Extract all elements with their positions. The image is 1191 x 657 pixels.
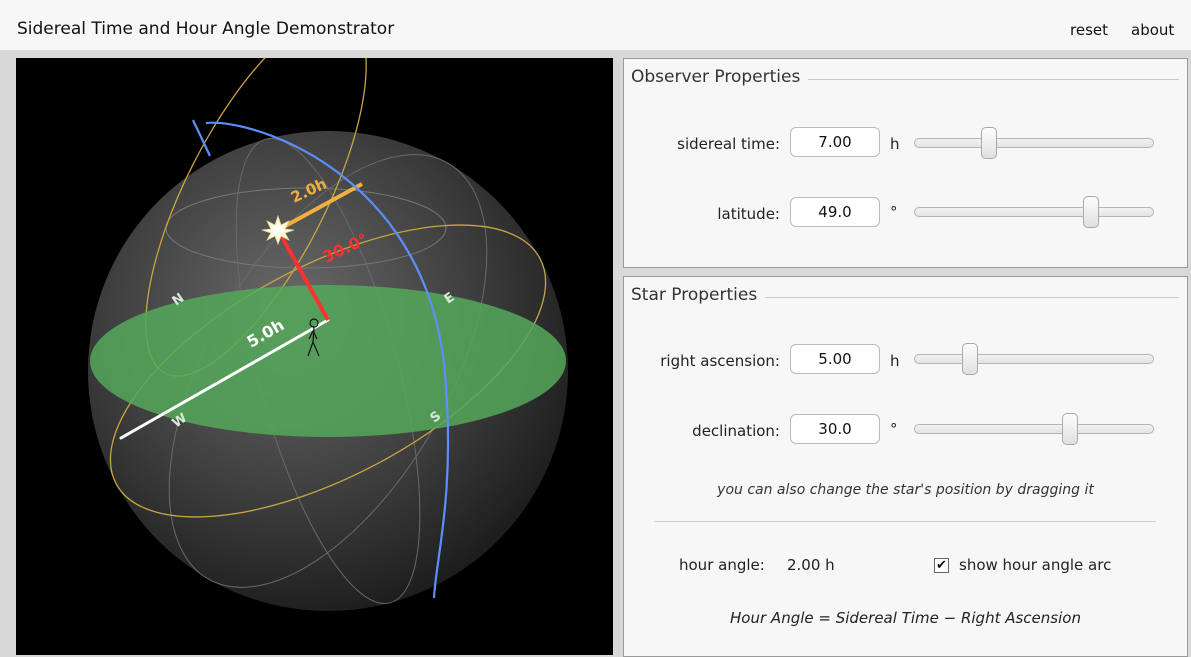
observer-properties-title: Observer Properties: [631, 67, 809, 87]
observer-properties-panel: Observer Properties sidereal time: 7.00 …: [623, 58, 1188, 268]
show-hour-angle-arc-checkbox[interactable]: ✔: [934, 558, 949, 573]
declination-arc: [276, 229, 330, 321]
celestial-equator: [109, 224, 547, 518]
hour-angle-arc: [277, 182, 363, 232]
celestial-pole-axis: [192, 119, 211, 157]
latitude-label: latitude:: [717, 205, 780, 223]
declination-slider-thumb[interactable]: [1061, 413, 1078, 445]
celestial-sphere-view[interactable]: N E S W 5.0h 30.0° 2.0h: [16, 58, 613, 655]
hour-angle-formula: Hour Angle = Sidereal Time − Right Ascen…: [730, 609, 1081, 627]
observer-figure: [307, 318, 320, 357]
declination-slider[interactable]: [914, 413, 1154, 445]
app-title: Sidereal Time and Hour Angle Demonstrato…: [17, 19, 395, 39]
meridian-arc: [205, 121, 450, 599]
sidereal-time-slider-thumb[interactable]: [980, 127, 997, 159]
ra-line: [119, 318, 330, 440]
west-label: W: [170, 411, 190, 432]
panel-divider: [632, 79, 1179, 80]
about-link[interactable]: about: [1131, 21, 1175, 39]
declination-label: declination:: [692, 422, 780, 440]
sidereal-time-slider[interactable]: [914, 127, 1154, 159]
star-marker[interactable]: [261, 214, 295, 246]
celestial-sphere[interactable]: N E S W 5.0h 30.0° 2.0h: [16, 58, 613, 655]
latitude-slider[interactable]: [914, 196, 1154, 228]
sidereal-time-label: sidereal time:: [677, 135, 780, 153]
star-properties-panel: Star Properties right ascension: 5.00 h …: [623, 276, 1188, 657]
latitude-unit: °: [890, 203, 898, 221]
latitude-input[interactable]: 49.0: [790, 197, 880, 227]
section-divider: [654, 521, 1156, 522]
panel-divider: [632, 297, 1179, 298]
reset-link[interactable]: reset: [1070, 21, 1108, 39]
hour-angle-label: hour angle:: [679, 556, 765, 574]
right-ascension-input[interactable]: 5.00: [790, 344, 880, 374]
right-ascension-unit: h: [890, 352, 900, 370]
hour-angle-value: 2.00 h: [787, 556, 835, 574]
right-ascension-slider-thumb[interactable]: [961, 343, 978, 375]
sidereal-time-unit: h: [890, 135, 900, 153]
right-ascension-slider[interactable]: [914, 343, 1154, 375]
right-ascension-label: right ascension:: [660, 352, 780, 370]
drag-hint: you can also change the star's position …: [717, 482, 1094, 498]
declination-input[interactable]: 30.0: [790, 414, 880, 444]
show-hour-angle-arc-label[interactable]: show hour angle arc: [959, 556, 1112, 574]
title-bar: Sidereal Time and Hour Angle Demonstrato…: [0, 0, 1191, 50]
sidereal-time-input[interactable]: 7.00: [790, 127, 880, 157]
latitude-slider-thumb[interactable]: [1083, 196, 1100, 228]
star-properties-title: Star Properties: [631, 285, 766, 305]
declination-unit: °: [890, 420, 898, 438]
